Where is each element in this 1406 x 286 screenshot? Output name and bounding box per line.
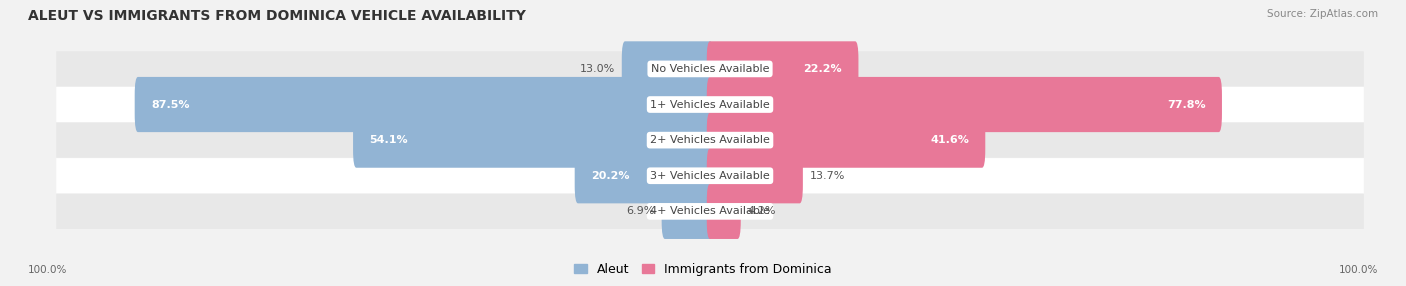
FancyBboxPatch shape	[707, 41, 859, 96]
Text: 6.9%: 6.9%	[627, 206, 655, 217]
FancyBboxPatch shape	[707, 77, 1222, 132]
Text: 100.0%: 100.0%	[1339, 265, 1378, 275]
Text: Source: ZipAtlas.com: Source: ZipAtlas.com	[1267, 9, 1378, 19]
FancyBboxPatch shape	[707, 148, 803, 203]
Legend: Aleut, Immigrants from Dominica: Aleut, Immigrants from Dominica	[571, 259, 835, 280]
FancyBboxPatch shape	[575, 148, 713, 203]
Text: 54.1%: 54.1%	[370, 135, 408, 145]
FancyBboxPatch shape	[56, 158, 1364, 193]
FancyBboxPatch shape	[135, 77, 713, 132]
FancyBboxPatch shape	[56, 87, 1364, 122]
FancyBboxPatch shape	[707, 112, 986, 168]
Text: ALEUT VS IMMIGRANTS FROM DOMINICA VEHICLE AVAILABILITY: ALEUT VS IMMIGRANTS FROM DOMINICA VEHICL…	[28, 9, 526, 23]
FancyBboxPatch shape	[56, 51, 1364, 87]
Text: 100.0%: 100.0%	[28, 265, 67, 275]
Text: 41.6%: 41.6%	[929, 135, 969, 145]
Text: 2+ Vehicles Available: 2+ Vehicles Available	[650, 135, 770, 145]
Text: 13.0%: 13.0%	[581, 64, 616, 74]
FancyBboxPatch shape	[662, 184, 713, 239]
Text: 13.7%: 13.7%	[810, 171, 845, 181]
Text: 3+ Vehicles Available: 3+ Vehicles Available	[650, 171, 770, 181]
FancyBboxPatch shape	[353, 112, 713, 168]
FancyBboxPatch shape	[56, 194, 1364, 229]
Text: No Vehicles Available: No Vehicles Available	[651, 64, 769, 74]
FancyBboxPatch shape	[56, 122, 1364, 158]
Text: 1+ Vehicles Available: 1+ Vehicles Available	[650, 100, 770, 110]
Text: 20.2%: 20.2%	[591, 171, 630, 181]
Text: 4+ Vehicles Available: 4+ Vehicles Available	[650, 206, 770, 217]
FancyBboxPatch shape	[621, 41, 713, 96]
Text: 77.8%: 77.8%	[1167, 100, 1205, 110]
FancyBboxPatch shape	[707, 184, 741, 239]
Text: 87.5%: 87.5%	[150, 100, 190, 110]
Text: 22.2%: 22.2%	[803, 64, 842, 74]
Text: 4.2%: 4.2%	[748, 206, 776, 217]
